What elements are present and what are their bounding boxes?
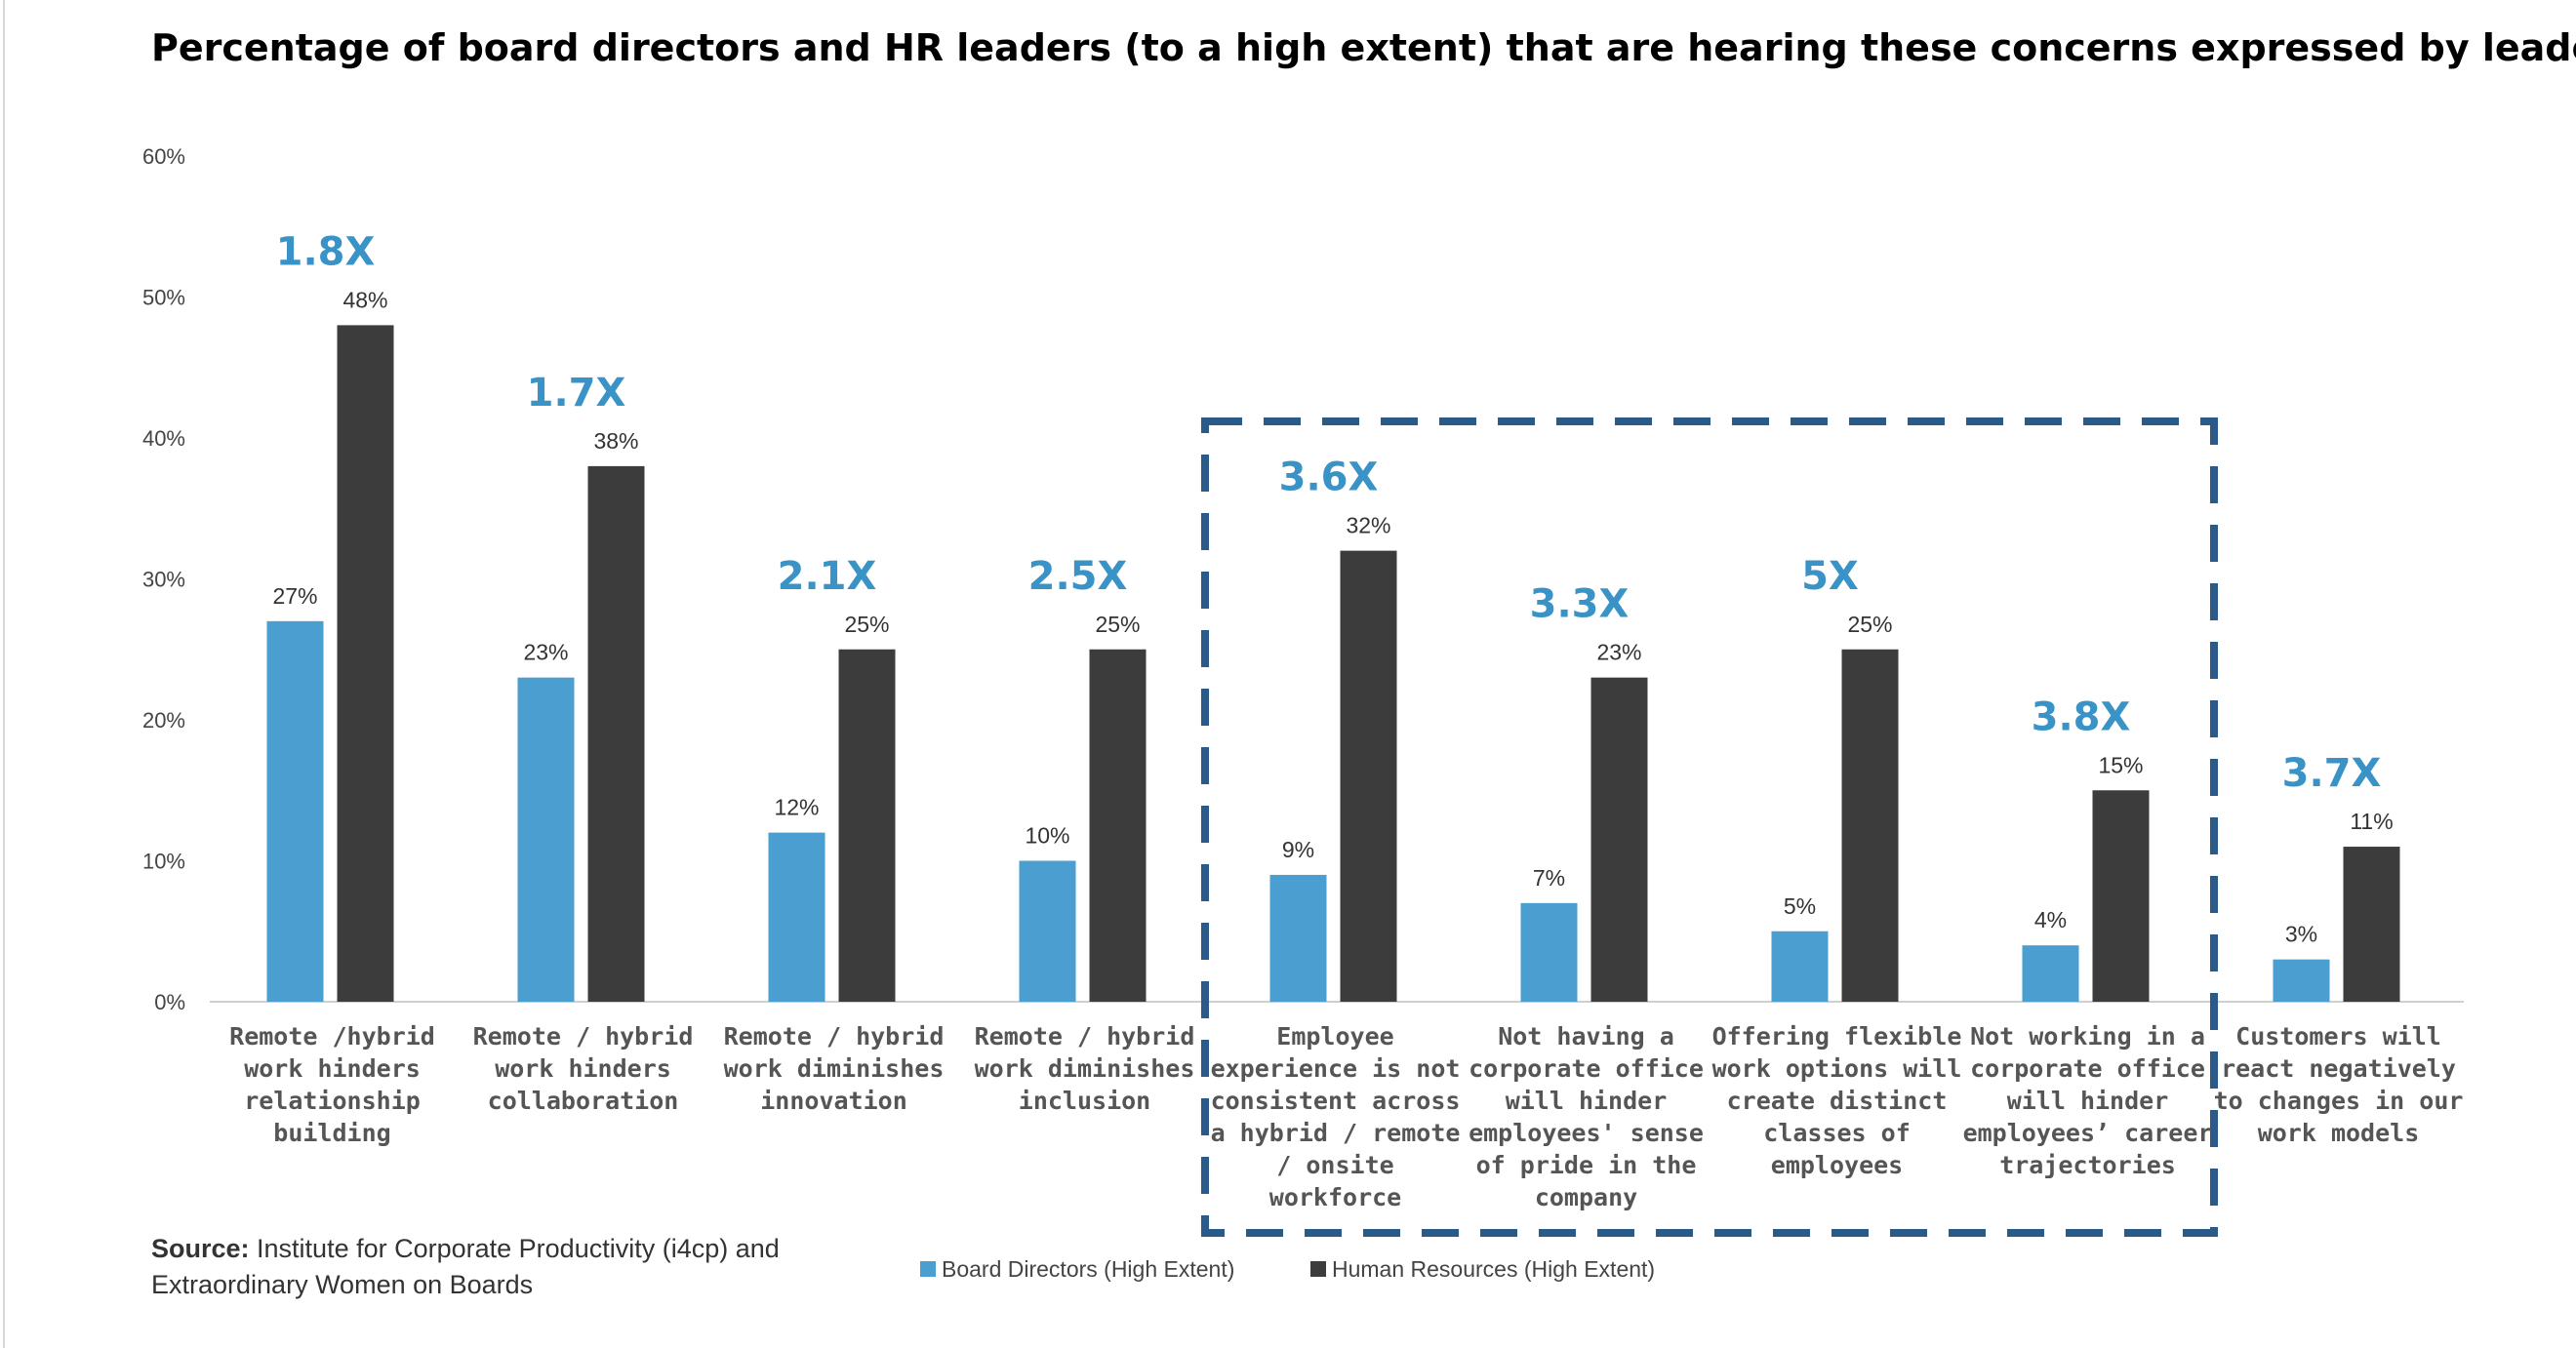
data-label: 27% (272, 583, 317, 609)
data-label: 5% (1784, 893, 1816, 919)
category-label: Remote / hybrid work hinders collaboration (473, 1022, 694, 1115)
multiplier-label: 1.7X (527, 371, 626, 416)
bar-board-directors (1019, 860, 1076, 1002)
multiplier-label: 2.1X (778, 554, 877, 599)
category-label: Offering flexible work options will create… (1712, 1022, 1962, 1179)
y-tick-label: 50% (142, 286, 185, 310)
highlight-box (1201, 417, 2218, 1237)
data-label: 25% (1095, 612, 1140, 637)
data-label: 38% (593, 428, 638, 454)
data-label: 3% (2285, 922, 2317, 947)
chart-title: Percentage of board directors and HR lea… (151, 26, 2576, 69)
category-label: Not working in a corporate office will hin… (1963, 1022, 2213, 1179)
data-label: 9% (1282, 837, 1314, 862)
bar-human-resources (2092, 790, 2150, 1002)
y-tick-label: 40% (142, 426, 185, 451)
multiplier-label: 2.5X (1028, 554, 1128, 599)
category-label: Customers will react negatively to changes… (2214, 1022, 2464, 1147)
data-label: 32% (1346, 513, 1390, 538)
bar-human-resources (337, 325, 394, 1002)
y-tick-label: 0% (154, 990, 185, 1014)
multiplier-label: 3.7X (2282, 751, 2382, 796)
svg-text:Source: Institute for Corporat: Source: Institute for Corporate Producti… (151, 1234, 780, 1263)
legend-label: Board Directors (High Extent) (942, 1256, 1234, 1282)
bar-board-directors (1520, 902, 1578, 1002)
data-label: 23% (523, 640, 568, 665)
multiplier-label: 3.3X (1530, 582, 1630, 627)
data-label: 7% (1533, 865, 1565, 891)
category-label: Remote / hybrid work diminishes innovation (724, 1022, 945, 1115)
source-note: Source: Institute for Corporate Producti… (151, 1234, 780, 1299)
legend-swatch (920, 1261, 936, 1277)
legend-label: Human Resources (High Extent) (1332, 1256, 1655, 1282)
data-label: 4% (2034, 907, 2067, 932)
multiplier-label: 5X (1801, 554, 1859, 599)
source-label: Source: (151, 1234, 250, 1263)
data-label: 48% (342, 287, 387, 312)
data-label: 11% (2350, 809, 2393, 834)
bar-board-directors (1771, 931, 1829, 1002)
bar-board-directors (2022, 945, 2079, 1002)
y-tick-label: 30% (142, 568, 185, 592)
multiplier-label: 3.8X (2032, 694, 2131, 739)
data-label: 25% (1847, 612, 1892, 637)
data-label: 10% (1025, 823, 1069, 849)
bar-human-resources (1340, 550, 1397, 1002)
bar-human-resources (587, 465, 645, 1002)
bar-human-resources (1841, 649, 1899, 1002)
bar-human-resources (1089, 649, 1147, 1002)
category-label: Not having a corporate office will hinder e… (1469, 1022, 1704, 1211)
source-line2: Extraordinary Women on Boards (151, 1270, 533, 1299)
y-tick-label: 10% (142, 850, 185, 874)
data-label: 23% (1596, 640, 1641, 665)
data-label: 15% (2098, 752, 2143, 777)
data-label: 25% (844, 612, 889, 637)
y-tick-label: 20% (142, 708, 185, 733)
bar-board-directors (2273, 959, 2330, 1002)
bar-human-resources (2343, 847, 2400, 1002)
source-line1: Institute for Corporate Productivity (i4… (250, 1234, 780, 1263)
multiplier-label: 3.6X (1279, 456, 1379, 500)
category-label: Employee experience is not consistent acro… (1211, 1022, 1461, 1211)
bar-board-directors (1269, 874, 1327, 1002)
bar-human-resources (1590, 677, 1648, 1002)
multiplier-label: 1.8X (276, 229, 376, 274)
y-tick-label: 60% (142, 144, 185, 169)
bar-board-directors (768, 832, 825, 1002)
category-label: Remote /hybrid work hinders relationship bu… (229, 1022, 435, 1147)
bar-human-resources (838, 649, 896, 1002)
legend: Board Directors (High Extent) Human Resou… (920, 1256, 1655, 1282)
bar-board-directors (517, 677, 575, 1002)
bar-board-directors (266, 620, 324, 1002)
category-label: Remote / hybrid work diminishes inclusion (975, 1022, 1195, 1115)
data-label: 12% (774, 795, 819, 820)
legend-swatch (1310, 1261, 1326, 1277)
